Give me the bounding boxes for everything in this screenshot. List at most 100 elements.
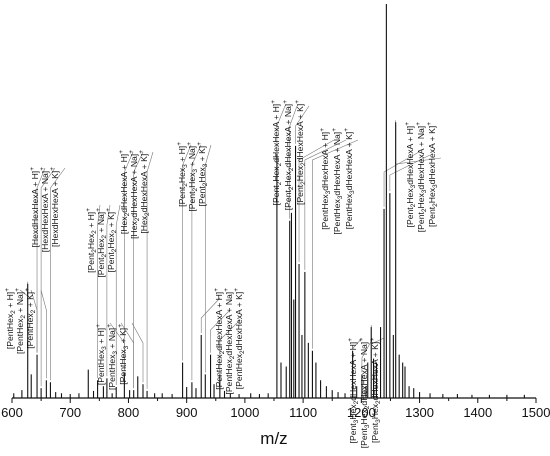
- annotation-leader-line: [40, 289, 47, 379]
- annotation-text-part: 2: [288, 167, 295, 171]
- annotation-text-part: 2: [300, 181, 307, 185]
- annotation-leader-line: [361, 337, 374, 373]
- annotation-text-part: 2: [219, 350, 226, 354]
- annotation-text-part: 3: [337, 195, 344, 199]
- annotation-text-part: 2: [192, 188, 199, 192]
- peak-annotation: [PentHex3dHexHexA + H]+: [319, 128, 332, 230]
- annotation-leader-line: [210, 309, 231, 353]
- annotation-text-part: +: [128, 150, 135, 154]
- annotation-text-part: + K]: [106, 212, 116, 230]
- annotation-text-part: 3: [375, 419, 382, 423]
- annotation-text-part: + K]: [118, 328, 128, 346]
- annotation-text-part: 2: [111, 248, 118, 252]
- peak-annotation: [Pent3Hex2dHexHexA + K]+: [369, 338, 382, 443]
- annotation-text-part: +: [331, 128, 338, 132]
- annotation-text-part: + H]: [86, 212, 96, 230]
- annotation-text-part: Hex: [96, 238, 106, 254]
- annotation-text-part: + Na]: [187, 146, 197, 169]
- x-tick-label: 1000: [230, 405, 259, 420]
- annotation-text-part: + K]: [25, 292, 35, 310]
- annotation-text-part: 2: [20, 315, 27, 319]
- annotation-text-part: + H]: [177, 146, 187, 164]
- annotation-leader-line: [312, 139, 359, 349]
- annotation-text-part: +: [95, 208, 102, 212]
- annotation-text-part: +: [117, 324, 124, 328]
- annotation-text-part: dHexHexA + Na]: [224, 292, 234, 356]
- annotation-text-part: 3: [192, 169, 199, 173]
- x-axis-title: m/z: [260, 429, 287, 448]
- annotation-text-part: +: [404, 122, 411, 126]
- annotation-text-part: dHexHexA + K]: [370, 342, 380, 401]
- annotation-text-part: [Pent: [416, 212, 426, 233]
- peak-annotation: [HexdHexHexA + H]+: [29, 167, 40, 248]
- annotation-text-part: +: [24, 288, 31, 292]
- annotation-leader-line: [289, 105, 298, 219]
- annotation-leader-line: [36, 167, 46, 353]
- annotation-text-part: 3: [123, 345, 130, 349]
- annotation-leader-line: [295, 105, 310, 144]
- peak-annotation: [PentHex3 + H]+: [95, 324, 108, 385]
- annotation-text-part: [PentHex: [5, 313, 15, 349]
- annotation-text-part: 3: [349, 190, 356, 194]
- annotation-text-part: +: [85, 208, 92, 212]
- annotation-text-part: [Pent: [197, 186, 207, 207]
- annotation-text-part: Hex: [187, 172, 197, 188]
- annotation-text-part: [PentHex: [25, 313, 35, 349]
- peak-annotation: [Pent2Hex3dHexHexA + H]+: [404, 122, 417, 228]
- annotation-text-part: [Pent: [405, 207, 415, 228]
- annotation-text-part: dHexHexA + H]: [348, 342, 358, 401]
- peak-annotation: [HexdHexHexA + Na]+: [39, 167, 50, 252]
- annotation-text-part: 2: [91, 249, 98, 253]
- peak-annotation: [Pent2Hex3 + Na]+: [186, 142, 199, 212]
- annotation-text-part: Hex: [359, 409, 369, 425]
- annotation-leader-line: [40, 167, 56, 387]
- annotation-text-part: 3: [432, 184, 439, 188]
- x-tick-label: 1300: [405, 405, 434, 420]
- annotation-text-part: dHexHexA + Na]: [283, 104, 293, 168]
- annotation-text-part: [HexdHexHexA + Na]: [40, 171, 50, 252]
- annotation-text-part: +: [343, 128, 350, 132]
- annotation-text-part: + Na]: [107, 328, 117, 351]
- annotation-text-part: [Pent: [295, 184, 305, 205]
- peak-annotation: [Pent2Hex2 + H]+: [85, 208, 98, 273]
- annotation-text-part: 2: [134, 217, 141, 221]
- annotation-text-part: [Pent: [106, 252, 116, 273]
- annotation-leader-line: [200, 297, 221, 333]
- annotation-text-part: [Hex: [139, 215, 149, 233]
- annotation-text-part: 2: [101, 254, 108, 258]
- annotation-text-part: [Pent: [271, 185, 281, 206]
- annotation-text-part: dHexHexA + Na]: [332, 132, 342, 196]
- annotation-text-part: 3: [112, 351, 119, 355]
- annotation-text-part: 2: [375, 400, 382, 404]
- annotation-text-part: dHexHexA + H]: [320, 132, 330, 191]
- annotation-text-part: +: [347, 338, 354, 342]
- annotation-text-part: 2: [91, 230, 98, 234]
- annotation-text-part: 2: [276, 162, 283, 166]
- annotation-leader-lines: [19, 105, 442, 389]
- annotation-text-part: 3: [364, 424, 371, 428]
- annotation-text-part: dHexHexA + K]: [427, 126, 437, 185]
- annotation-text-part: 2: [410, 203, 417, 207]
- annotation-text-part: +: [176, 142, 183, 146]
- peak-annotation: [Pent2Hex3 + H]+: [176, 142, 189, 207]
- annotation-text-part: +: [270, 100, 277, 104]
- x-axis-ticks: 600 700 800 900 1000 1100 1200 1300 1400 1500: [1, 398, 550, 420]
- peak-annotation: [Pent2Hex2 + K]+: [105, 208, 118, 273]
- annotation-text-part: 2: [276, 181, 283, 185]
- annotation-text-part: 2: [101, 235, 108, 239]
- annotation-text-part: Hex: [295, 165, 305, 181]
- annotation-text-part: +: [233, 288, 240, 292]
- annotation-text-part: [PentHex: [96, 349, 106, 385]
- peak-annotation: [Hex2dHexHexA + Na]+: [128, 150, 141, 239]
- annotation-text-part: 2: [144, 212, 151, 216]
- annotation-text-part: Hex: [348, 404, 358, 420]
- annotation-text-part: [PentHex: [15, 318, 25, 354]
- annotation-text-part: dHexHexA + H]: [271, 104, 281, 163]
- annotation-text-part: 3: [353, 419, 360, 423]
- peak-annotation: [PentHex2dHexHexA + H]+: [213, 288, 226, 390]
- annotation-text-part: [PentHex: [332, 199, 342, 235]
- spectrum-peaks: [13, 4, 525, 398]
- x-tick-label: 800: [118, 405, 140, 420]
- annotation-text-part: dHexHexA + K]: [295, 104, 305, 163]
